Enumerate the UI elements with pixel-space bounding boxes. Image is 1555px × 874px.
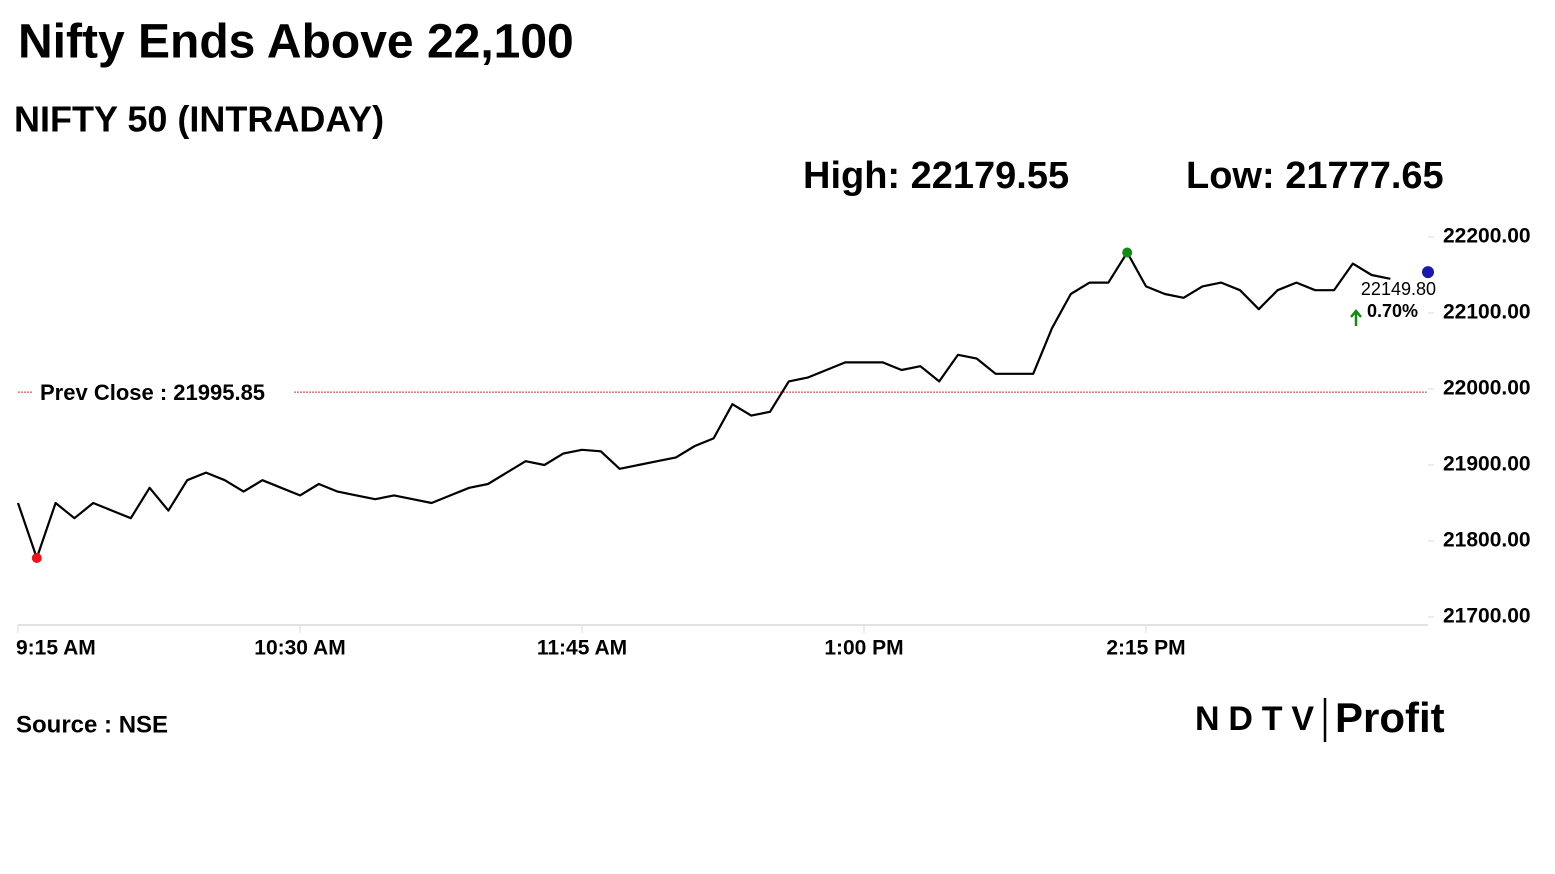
logo-profit: Profit <box>1335 694 1445 741</box>
y-tick-label: 21700.00 <box>1443 605 1531 628</box>
chart-title: Nifty Ends Above 22,100 <box>18 16 574 69</box>
low-marker <box>31 552 42 563</box>
chart-subtitle: NIFTY 50 (INTRADAY) <box>14 99 384 140</box>
x-tick-label: 11:45 AM <box>537 637 627 660</box>
high-marker <box>1122 247 1133 258</box>
x-tick-label: 1:00 PM <box>824 637 903 660</box>
price-line <box>16 251 1391 560</box>
change-label: 0.70% <box>1367 301 1418 321</box>
close-marker <box>1422 266 1434 279</box>
close-label: 22149.80 <box>1361 279 1436 299</box>
low-label: Low: 21777.65 <box>1186 155 1444 197</box>
y-tick-label: 22100.00 <box>1443 301 1531 324</box>
y-tick-label: 22000.00 <box>1443 377 1531 400</box>
change-arrow <box>1350 309 1362 326</box>
x-tick-label: 2:15 PM <box>1106 637 1185 660</box>
x-tick-label: 10:30 AM <box>254 637 345 660</box>
reference-label: Prev Close : 21995.85 <box>40 380 265 405</box>
reference-label-bg <box>32 378 294 407</box>
x-tick-label: 9:15 AM <box>16 637 96 660</box>
y-tick-label: 21800.00 <box>1443 529 1531 552</box>
source: Source : NSE <box>16 711 168 738</box>
logo-ndtv: NDTV <box>1195 700 1314 738</box>
y-tick-label: 22200.00 <box>1443 225 1531 248</box>
y-tick-label: 21900.00 <box>1443 453 1531 476</box>
high-label: High: 22179.55 <box>803 155 1069 197</box>
